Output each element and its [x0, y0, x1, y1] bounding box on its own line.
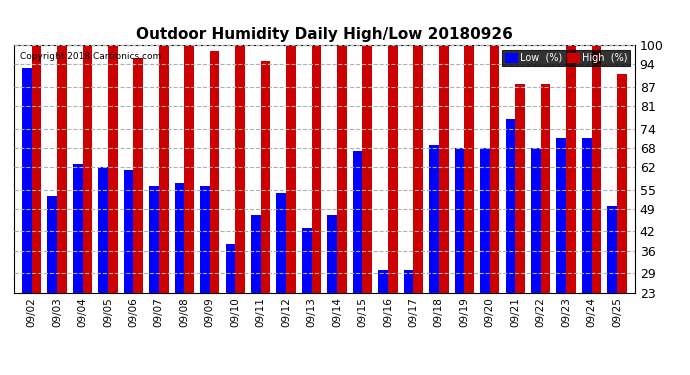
Bar [159, 45, 168, 292]
Bar [83, 45, 92, 292]
Bar [455, 148, 464, 292]
Bar [378, 270, 388, 292]
Bar [490, 45, 500, 292]
Bar [251, 215, 261, 292]
Bar [98, 167, 108, 292]
Bar [591, 45, 601, 292]
Bar [149, 186, 159, 292]
Bar [277, 193, 286, 292]
Bar [124, 170, 133, 292]
Bar [184, 45, 194, 292]
Bar [235, 45, 245, 292]
Bar [617, 74, 627, 292]
Bar [337, 45, 346, 292]
Bar [464, 45, 474, 292]
Title: Outdoor Humidity Daily High/Low 20180926: Outdoor Humidity Daily High/Low 20180926 [136, 27, 513, 42]
Bar [388, 45, 397, 292]
Bar [506, 119, 515, 292]
Bar [210, 51, 219, 292]
Bar [362, 45, 372, 292]
Bar [32, 45, 41, 292]
Bar [531, 148, 541, 292]
Bar [439, 45, 449, 292]
Bar [22, 68, 32, 292]
Bar [200, 186, 210, 292]
Bar [480, 148, 490, 292]
Bar [582, 138, 591, 292]
Bar [302, 228, 312, 292]
Legend: Low  (%), High  (%): Low (%), High (%) [502, 50, 630, 66]
Text: Copyright 2018 Cartronics.com: Copyright 2018 Cartronics.com [20, 53, 161, 62]
Bar [48, 196, 57, 292]
Bar [429, 145, 439, 292]
Bar [327, 215, 337, 292]
Bar [175, 183, 184, 292]
Bar [556, 138, 566, 292]
Bar [413, 45, 423, 292]
Bar [73, 164, 83, 292]
Bar [312, 45, 322, 292]
Bar [133, 58, 143, 292]
Bar [226, 244, 235, 292]
Bar [286, 45, 296, 292]
Bar [515, 84, 525, 292]
Bar [108, 45, 117, 292]
Bar [261, 61, 270, 292]
Bar [57, 45, 67, 292]
Bar [404, 270, 413, 292]
Bar [541, 84, 551, 292]
Bar [566, 45, 575, 292]
Bar [607, 206, 617, 292]
Bar [353, 151, 362, 292]
